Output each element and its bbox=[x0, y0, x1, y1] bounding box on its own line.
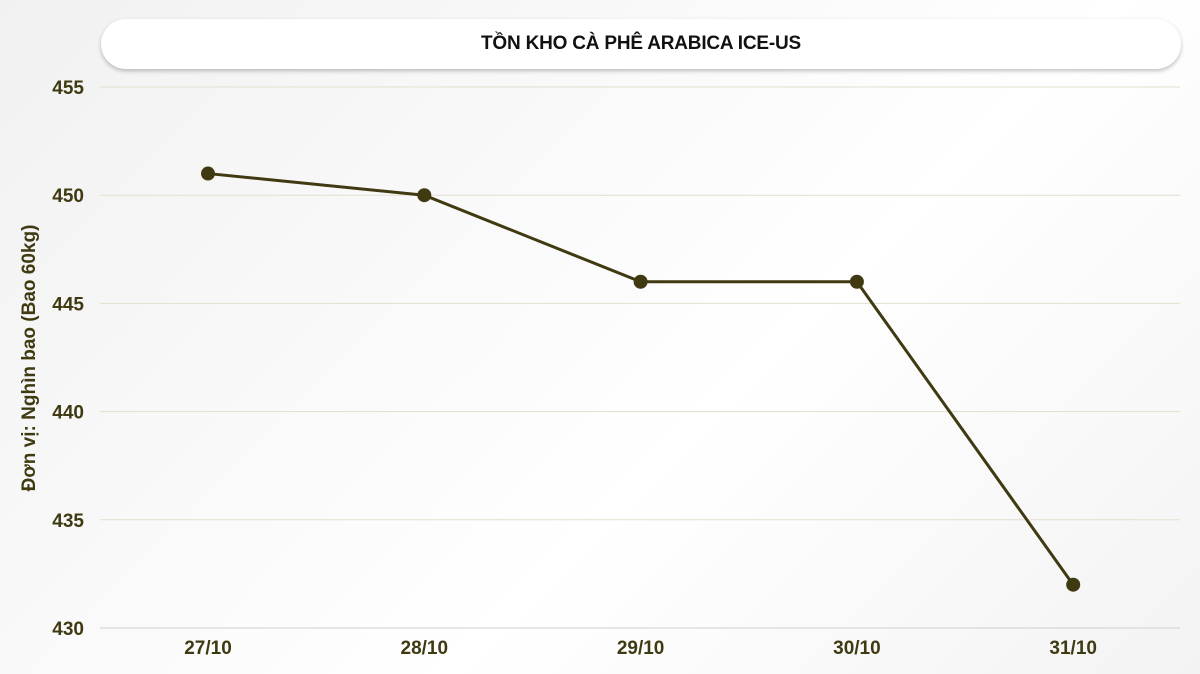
y-tick-label: 430 bbox=[52, 619, 84, 640]
data-point bbox=[417, 188, 432, 203]
series-line bbox=[207, 172, 1075, 586]
x-tick-label: 30/10 bbox=[833, 638, 881, 659]
chart-title: TỒN KHO CÀ PHÊ ARABICA ICE-US bbox=[480, 33, 802, 54]
y-tick-label: 445 bbox=[52, 294, 84, 315]
data-point bbox=[201, 166, 215, 181]
x-tick-label: 29/10 bbox=[617, 638, 665, 659]
x-tick-label: 28/10 bbox=[401, 638, 449, 659]
data-point bbox=[849, 274, 864, 289]
y-tick-label: 450 bbox=[52, 186, 84, 207]
data-point bbox=[633, 274, 648, 289]
data-point bbox=[1066, 577, 1081, 592]
y-tick-label: 435 bbox=[52, 511, 84, 532]
chart-title-box: TỒN KHO CÀ PHÊ ARABICA ICE-US bbox=[101, 19, 1181, 69]
x-tick-label: 31/10 bbox=[1049, 638, 1097, 659]
y-tick-label: 455 bbox=[52, 78, 84, 99]
y-tick-label: 440 bbox=[52, 403, 84, 424]
x-tick-label: 27/10 bbox=[184, 638, 232, 659]
